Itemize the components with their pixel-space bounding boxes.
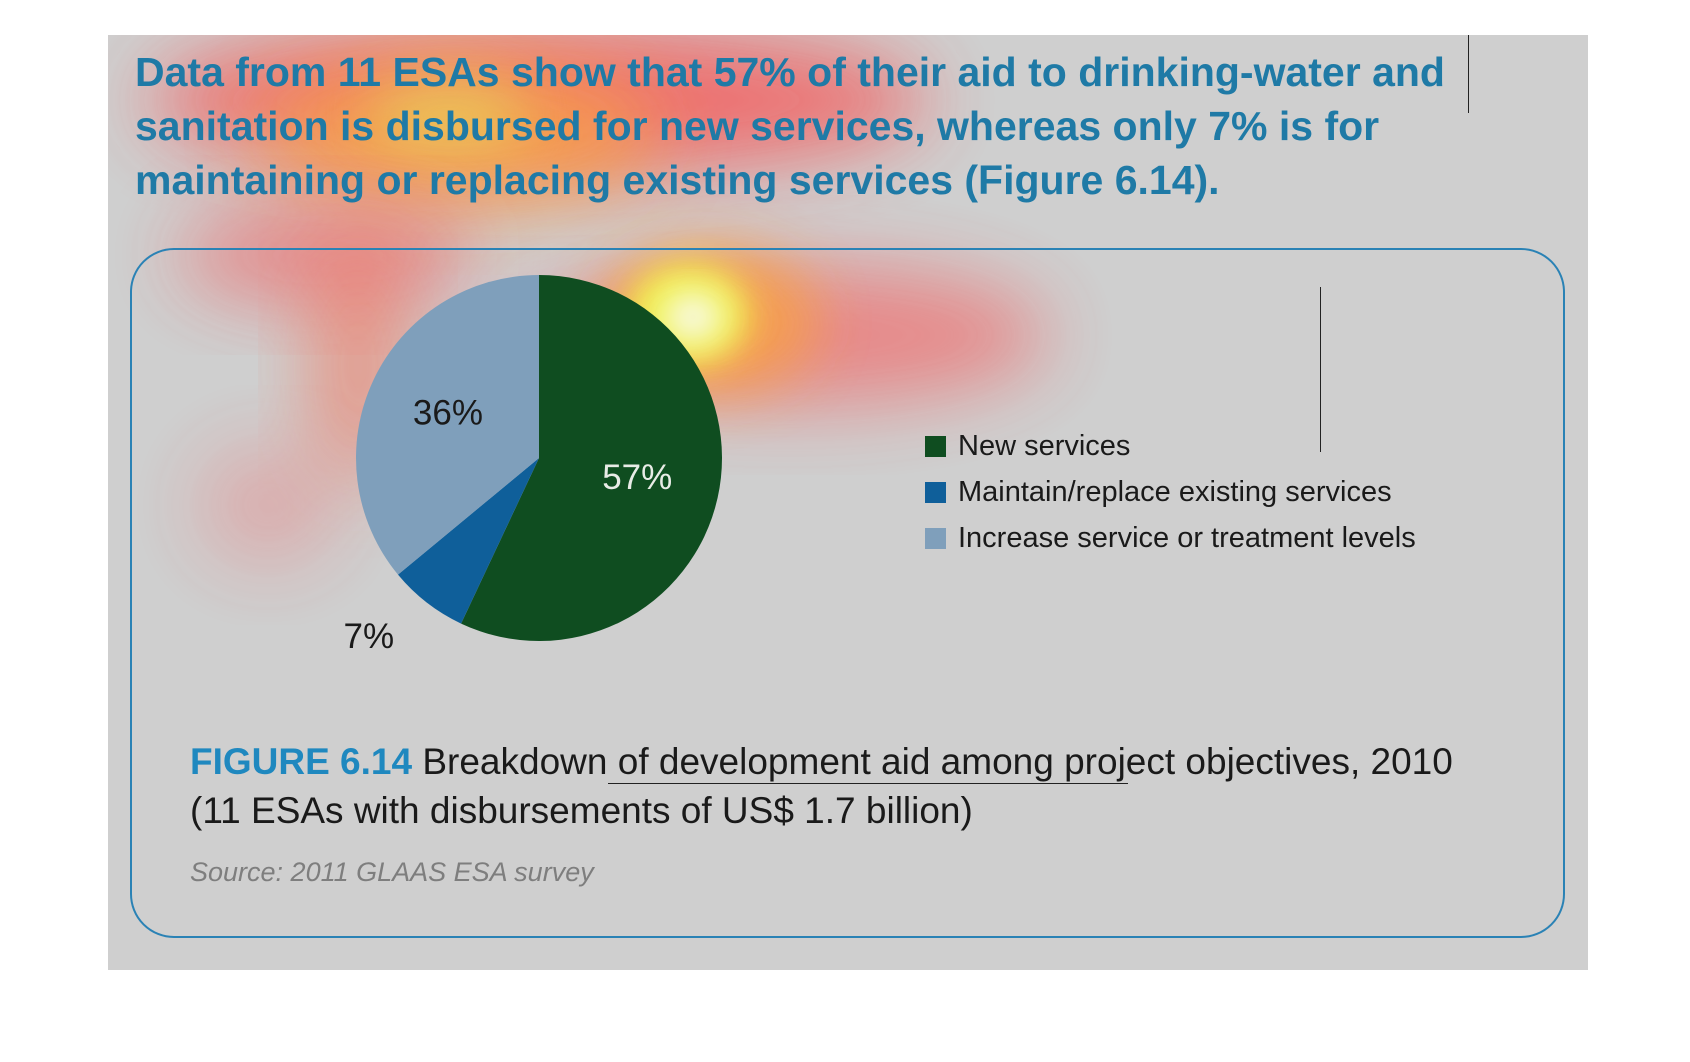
legend-label: Maintain/replace existing services bbox=[958, 475, 1392, 508]
headline-text: Data from 11 ESAs show that 57% of their… bbox=[135, 49, 1445, 203]
pie-chart: 57% 7% 36% bbox=[344, 275, 723, 656]
chart-legend: New services Maintain/replace existing se… bbox=[925, 423, 1416, 561]
figure-caption: FIGURE 6.14 Breakdown of development aid… bbox=[190, 737, 1490, 835]
figure-source: Source: 2011 GLAAS ESA survey bbox=[190, 857, 594, 887]
page-panel: Data from 11 ESAs show that 57% of their… bbox=[108, 35, 1588, 970]
figure-caption-text: Breakdown of development aid among proje… bbox=[190, 741, 1453, 831]
legend-swatch bbox=[925, 527, 946, 549]
legend-item: Maintain/replace existing services bbox=[925, 469, 1416, 515]
slice-new-services bbox=[461, 275, 723, 641]
legend-item: New services bbox=[925, 423, 1416, 469]
legend-swatch bbox=[925, 435, 946, 457]
legend-item: Increase service or treatment levels bbox=[925, 515, 1416, 561]
slice-maintain-replace bbox=[397, 458, 539, 624]
data-label: 7% bbox=[344, 617, 395, 656]
data-label: 36% bbox=[413, 393, 483, 432]
legend-label: Increase service or treatment levels bbox=[958, 521, 1416, 554]
legend-label: New services bbox=[958, 429, 1131, 462]
strike-line bbox=[608, 783, 1128, 784]
vertical-rule bbox=[1468, 35, 1469, 113]
slice-increase-service bbox=[355, 275, 539, 575]
data-label: 57% bbox=[602, 458, 672, 497]
figure-label: FIGURE 6.14 bbox=[190, 741, 413, 782]
figure-frame bbox=[130, 248, 1565, 938]
legend-swatch bbox=[925, 481, 946, 503]
vertical-rule bbox=[1320, 287, 1321, 452]
